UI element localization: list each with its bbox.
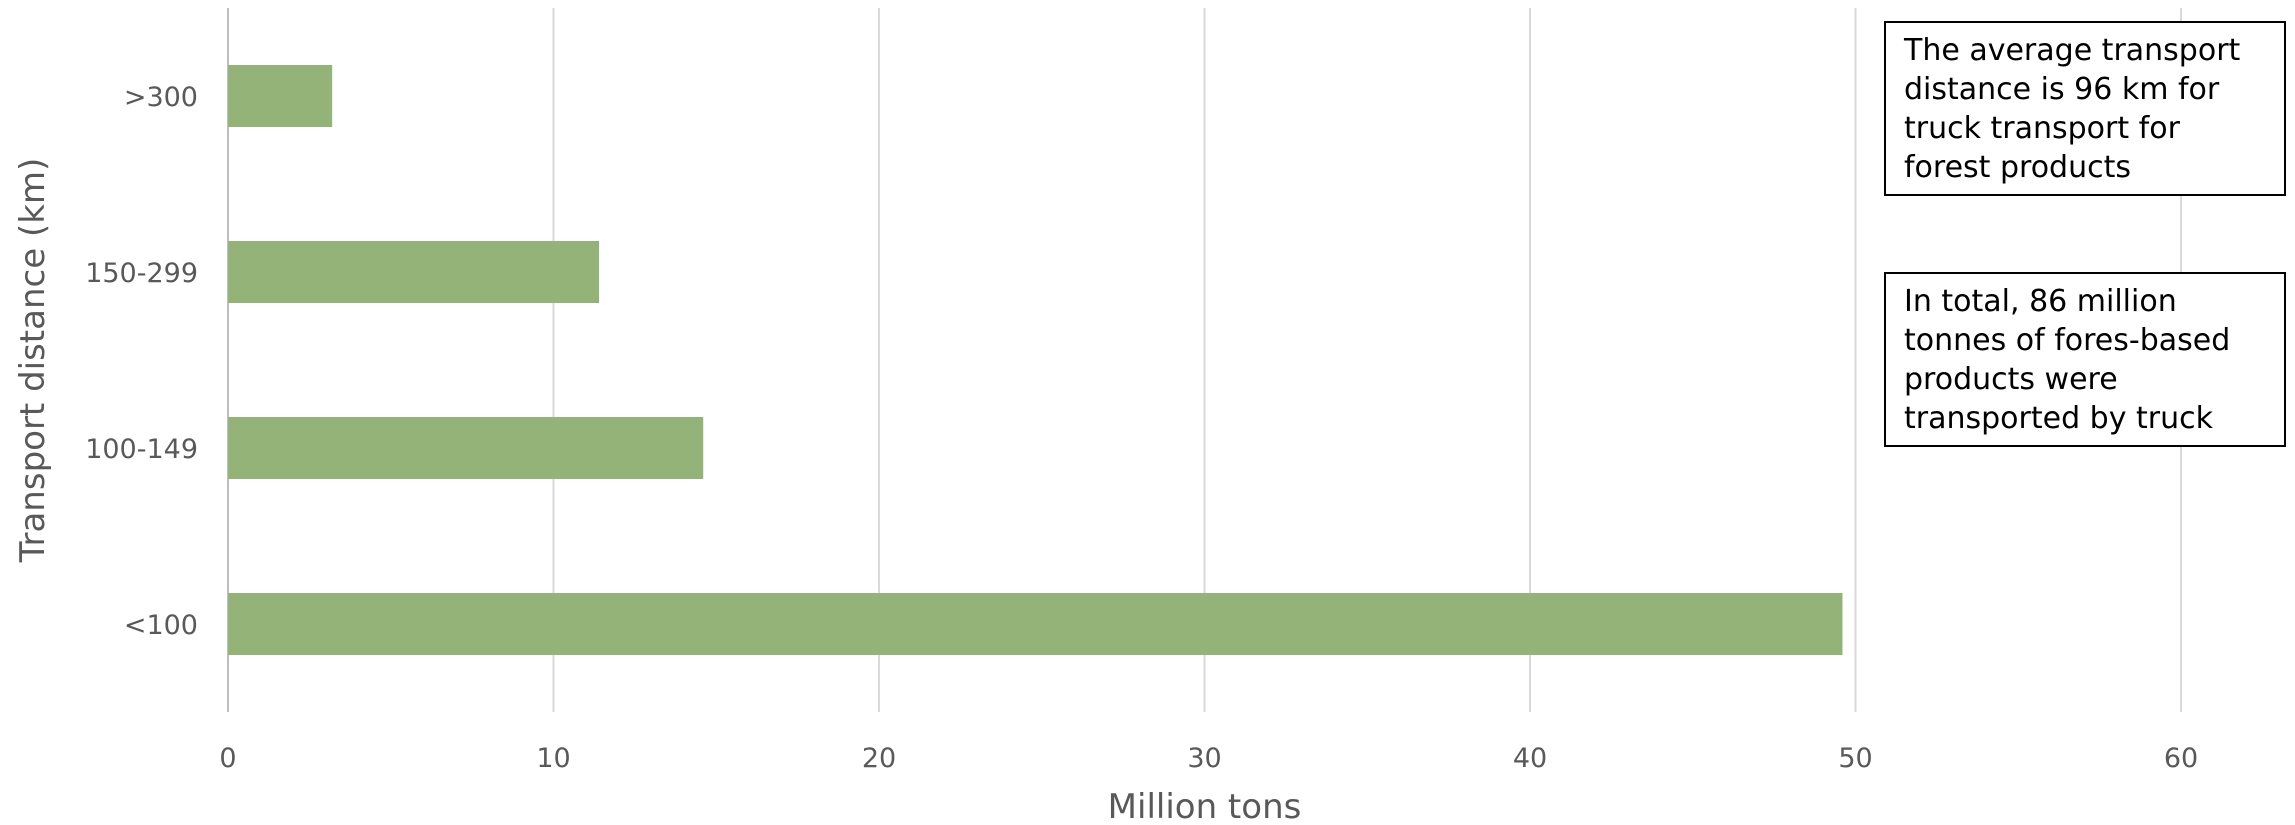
x-tick-label: 50 <box>1838 743 1872 774</box>
x-tick-label: 20 <box>862 743 896 774</box>
bar <box>228 593 1843 655</box>
y-tick-label: 100-149 <box>85 434 198 465</box>
y-tick-label: <100 <box>124 610 198 641</box>
y-tick-label: >300 <box>124 82 198 113</box>
y-tick-labels: >300 150-299 100-149 <100 <box>85 82 198 641</box>
x-tick-label: 40 <box>1513 743 1547 774</box>
x-axis-title: Million tons <box>1108 787 1302 825</box>
bar <box>228 65 333 127</box>
x-tick-label: 60 <box>2164 743 2198 774</box>
x-tick-label: 10 <box>536 743 570 774</box>
x-tick-labels: 0 10 20 30 40 50 60 <box>219 743 2198 774</box>
y-axis-title: Transport distance (km) <box>13 158 53 564</box>
annotation-total-tonnage: In total, 86 million tonnes of fores-bas… <box>1884 272 2286 447</box>
annotation-average-distance: The average transport distance is 96 km … <box>1884 21 2286 196</box>
x-tick-label: 30 <box>1187 743 1221 774</box>
y-tick-label: 150-299 <box>85 258 198 289</box>
x-tick-label: 0 <box>219 743 236 774</box>
bar <box>228 241 600 303</box>
bars <box>228 65 1843 655</box>
bar <box>228 417 704 479</box>
